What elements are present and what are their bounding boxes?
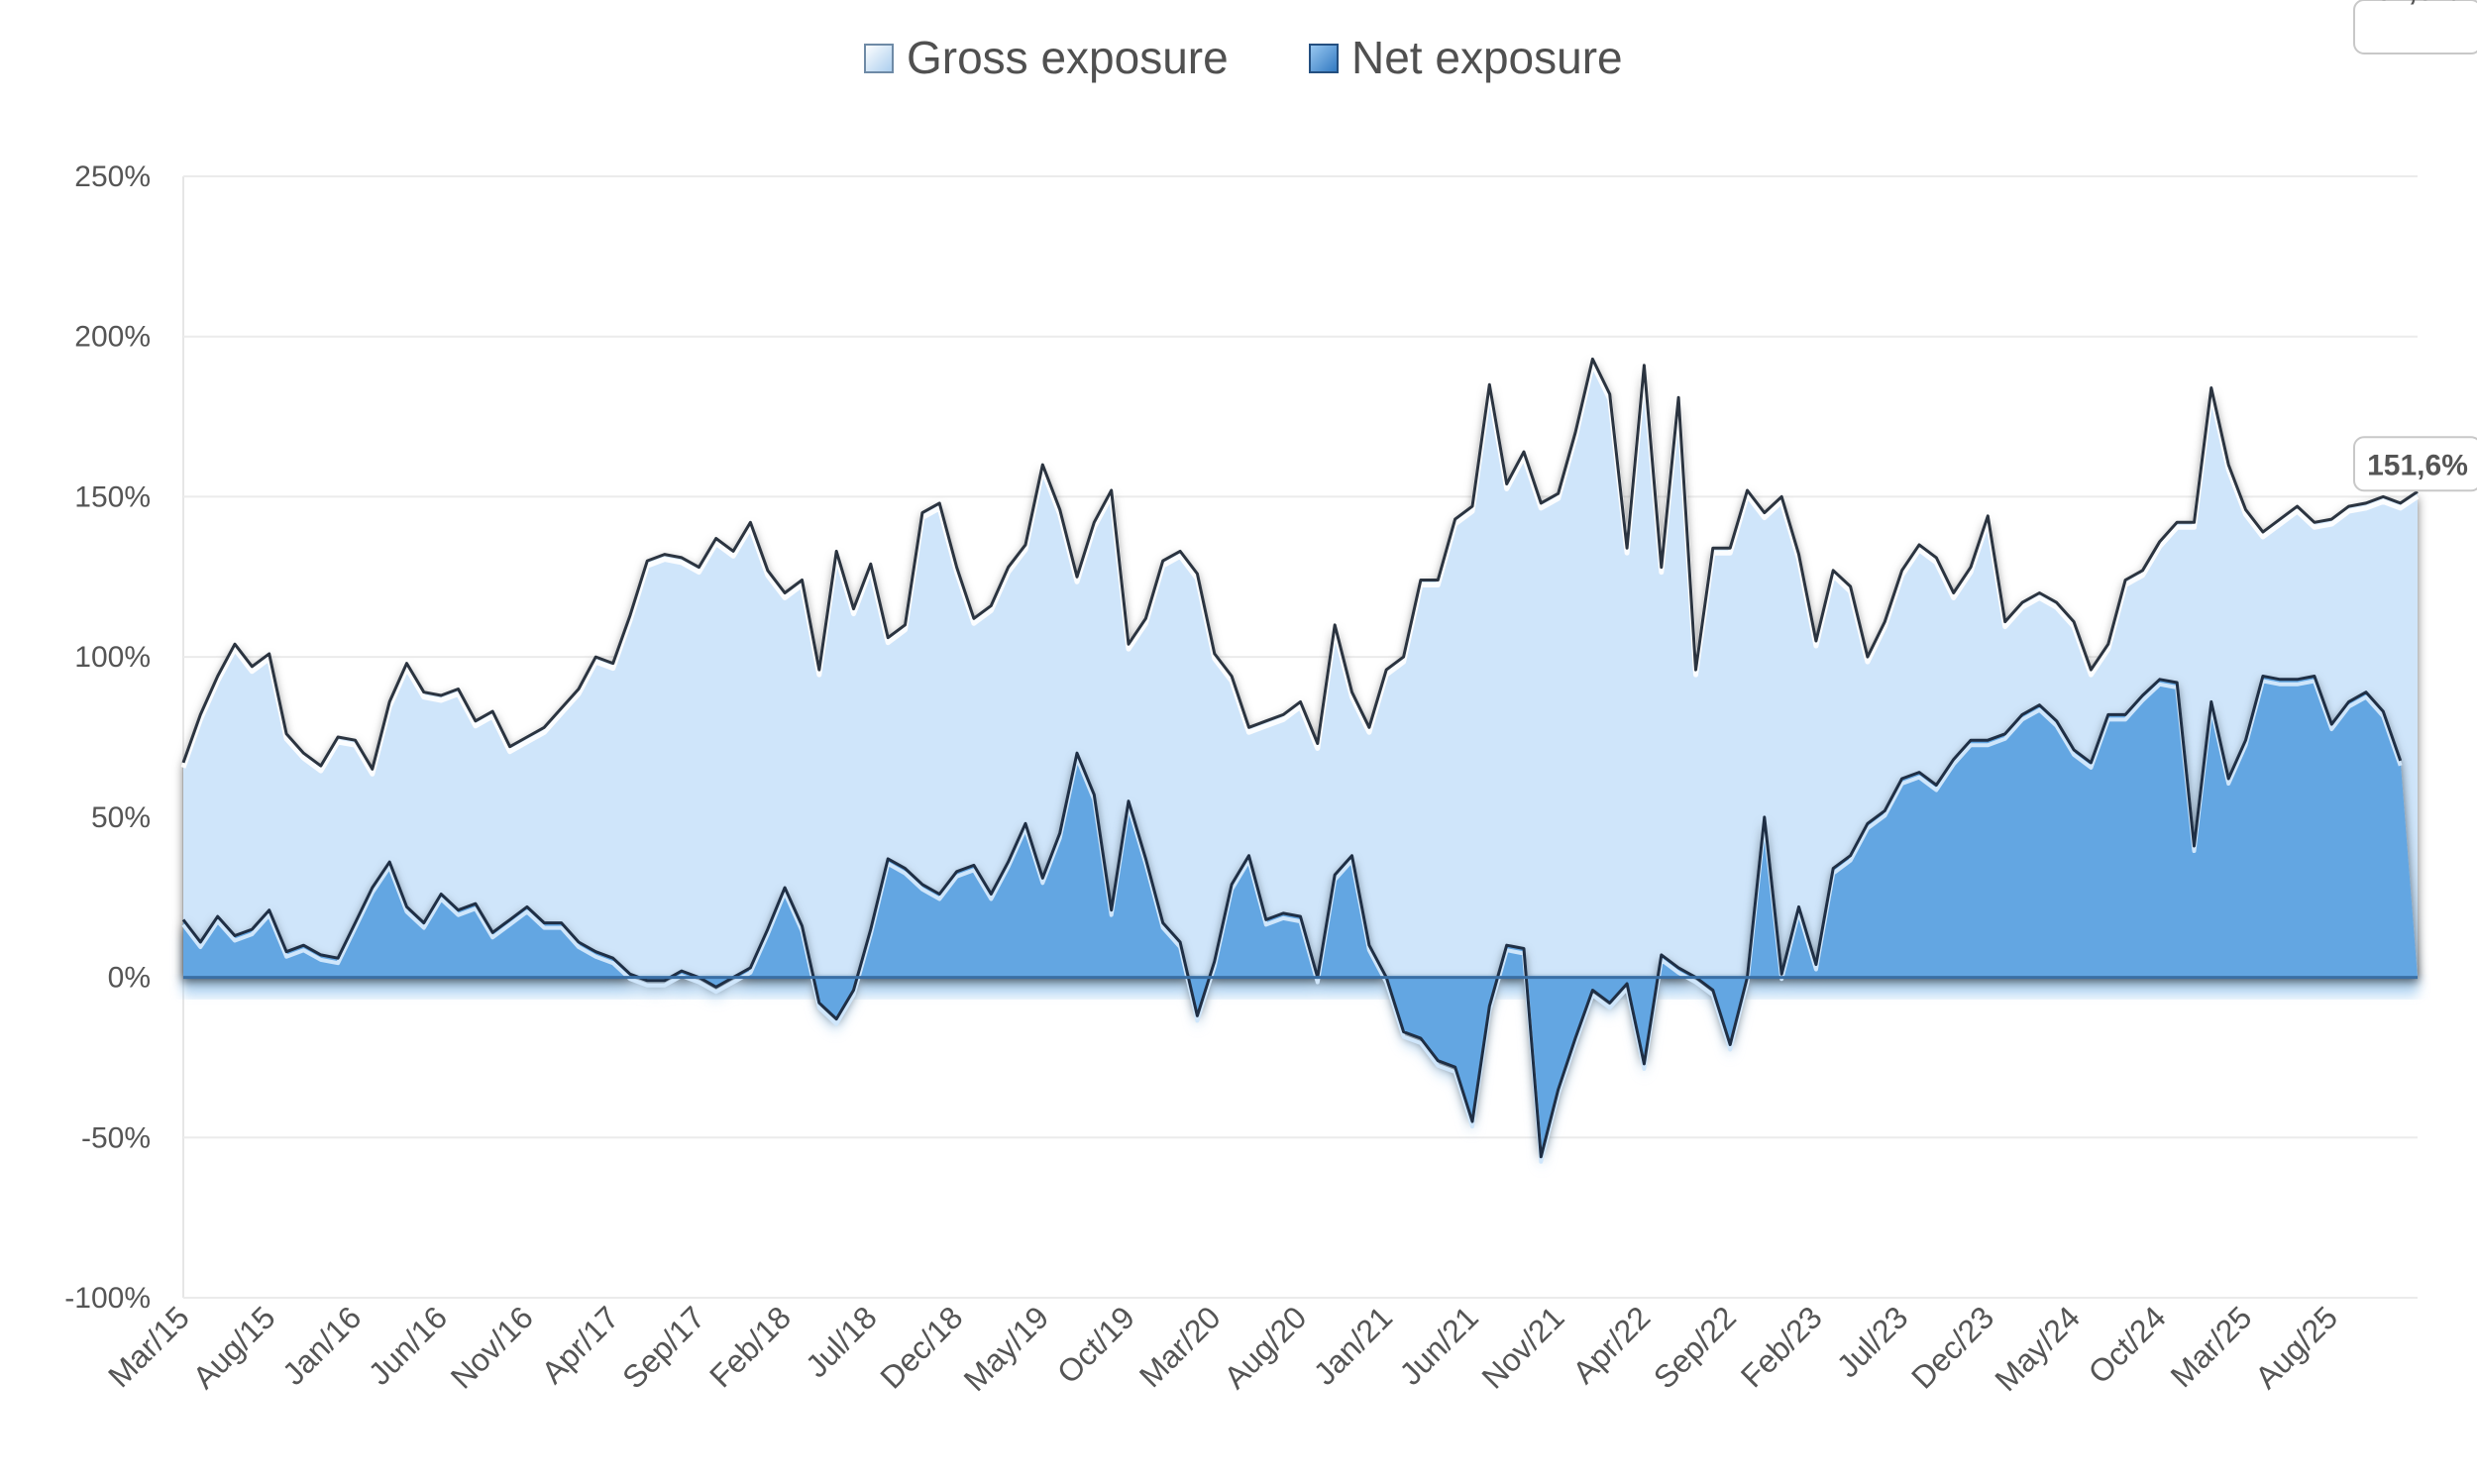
y-axis-ticks: 250% 200% 150% 100% 50% 0% -50% -100%	[64, 160, 151, 1315]
gross-end-label: 151,6%	[2353, 436, 2477, 492]
gross-exposure-highlight	[180, 361, 2420, 777]
x-tick-label: Jul/23	[1830, 1299, 1915, 1384]
label-box	[2353, 436, 2477, 492]
net-exposure-line	[181, 675, 2403, 1159]
x-tick-label: Oct/19	[1050, 1299, 1141, 1390]
x-tick-label: Feb/23	[1734, 1299, 1829, 1394]
legend: Gross exposure Net exposure	[864, 32, 1623, 83]
label-text: 67,6%	[2375, 0, 2459, 7]
x-tick-label: Aug/20	[1217, 1299, 1313, 1395]
x-tick-label: Jan/21	[1307, 1299, 1399, 1391]
x-tick-label: May/19	[957, 1299, 1056, 1398]
label-text: 151,6%	[2367, 449, 2468, 481]
x-tick-label: Sep/17	[615, 1299, 711, 1395]
series-net-exposure	[181, 675, 2418, 1171]
series-areas	[180, 357, 2420, 1171]
x-tick-label: Apr/17	[534, 1299, 625, 1390]
x-tick-label: Apr/22	[1565, 1299, 1657, 1390]
x-tick-label: Feb/18	[702, 1299, 798, 1394]
gross-exposure-area	[183, 359, 2418, 978]
x-tick-label: Nov/21	[1474, 1299, 1570, 1395]
legend-swatch-gross	[864, 44, 894, 73]
y-tick-label: 150%	[74, 480, 151, 513]
x-tick-label: May/24	[1988, 1299, 2087, 1398]
y-tick-label: -100%	[64, 1282, 151, 1315]
x-axis-ticks: Mar/15Aug/15Jan/16Jun/16Nov/16Apr/17Sep/…	[101, 1299, 2344, 1398]
legend-swatch-net	[1309, 44, 1339, 73]
y-tick-label: 250%	[74, 160, 151, 193]
x-tick-label: Mar/25	[2164, 1299, 2259, 1394]
x-tick-label: Oct/24	[2082, 1299, 2173, 1390]
y-tick-label: 200%	[74, 321, 151, 354]
y-tick-label: -50%	[81, 1121, 151, 1154]
x-tick-label: Jul/18	[799, 1299, 884, 1384]
x-tick-label: Nov/16	[444, 1299, 540, 1395]
legend-item-net[interactable]: Net exposure	[1309, 32, 1623, 83]
series-gross-exposure	[180, 357, 2420, 978]
legend-item-gross[interactable]: Gross exposure	[864, 32, 1229, 83]
x-tick-label: Dec/23	[1904, 1299, 2000, 1395]
x-tick-label: Jan/16	[275, 1299, 368, 1391]
net-end-label: 67,6%	[2353, 0, 2477, 54]
y-tick-label: 100%	[74, 641, 151, 674]
x-tick-label: Jun/16	[362, 1299, 454, 1391]
end-value-labels: 151,6% 67,6%	[2353, 0, 2477, 492]
y-tick-label: 50%	[91, 801, 151, 834]
x-tick-label: Sep/22	[1647, 1299, 1743, 1395]
y-tick-label: 0%	[108, 962, 151, 995]
x-tick-label: Mar/20	[1132, 1299, 1228, 1394]
legend-label-net: Net exposure	[1351, 32, 1623, 83]
gross-exposure-line	[181, 357, 2419, 771]
x-tick-label: Jun/21	[1393, 1299, 1485, 1391]
net-exposure-highlight	[181, 679, 2403, 1164]
x-tick-label: Dec/18	[873, 1299, 969, 1395]
x-tick-label: Aug/25	[2248, 1299, 2344, 1395]
legend-label-gross: Gross exposure	[907, 32, 1229, 83]
label-box	[2353, 0, 2477, 54]
x-tick-label: Aug/15	[186, 1299, 282, 1395]
